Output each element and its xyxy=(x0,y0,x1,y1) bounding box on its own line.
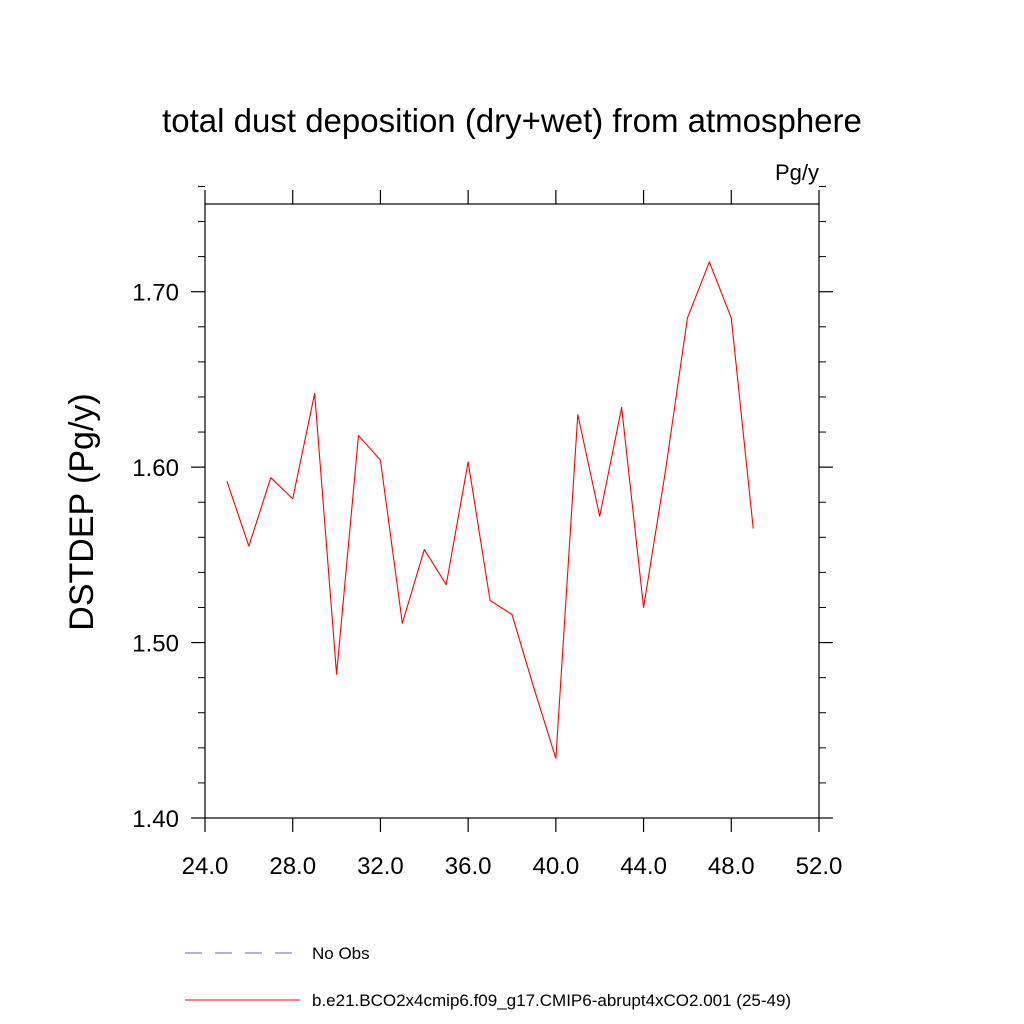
axis-ticks xyxy=(191,185,833,832)
x-tick-label: 36.0 xyxy=(445,853,492,880)
x-tick-label: 24.0 xyxy=(182,853,229,880)
y-axis-label: DSTDEP (Pg/y) xyxy=(63,393,101,630)
y-tick-label: 1.70 xyxy=(132,280,179,307)
legend: No Obs b.e21.BCO2x4cmip6.f09_g17.CMIP6-ab… xyxy=(185,944,791,1010)
x-tick-label: 32.0 xyxy=(357,853,404,880)
x-tick-label: 40.0 xyxy=(532,853,579,880)
x-tick-label: 48.0 xyxy=(708,853,755,880)
y-tick-label: 1.40 xyxy=(132,806,179,833)
x-tick-label: 28.0 xyxy=(269,853,316,880)
legend-label: No Obs xyxy=(312,944,370,963)
axis-tick-labels: 24.0 28.0 32.0 36.0 40.0 44.0 48.0 52.0 1.40 1.50… xyxy=(132,280,842,880)
x-tick-label: 52.0 xyxy=(796,853,843,880)
y-tick-label: 1.50 xyxy=(132,631,179,658)
series-lines xyxy=(226,261,754,759)
series-line xyxy=(226,261,754,759)
y-tick-label: 1.60 xyxy=(132,455,179,482)
x-tick-label: 44.0 xyxy=(620,853,667,880)
plot-frame xyxy=(204,203,820,819)
legend-label: b.e21.BCO2x4cmip6.f09_g17.CMIP6-abrupt4x… xyxy=(312,991,791,1010)
units-label: Pg/y xyxy=(775,160,819,185)
chart-title: total dust deposition (dry+wet) from atm… xyxy=(162,102,862,139)
